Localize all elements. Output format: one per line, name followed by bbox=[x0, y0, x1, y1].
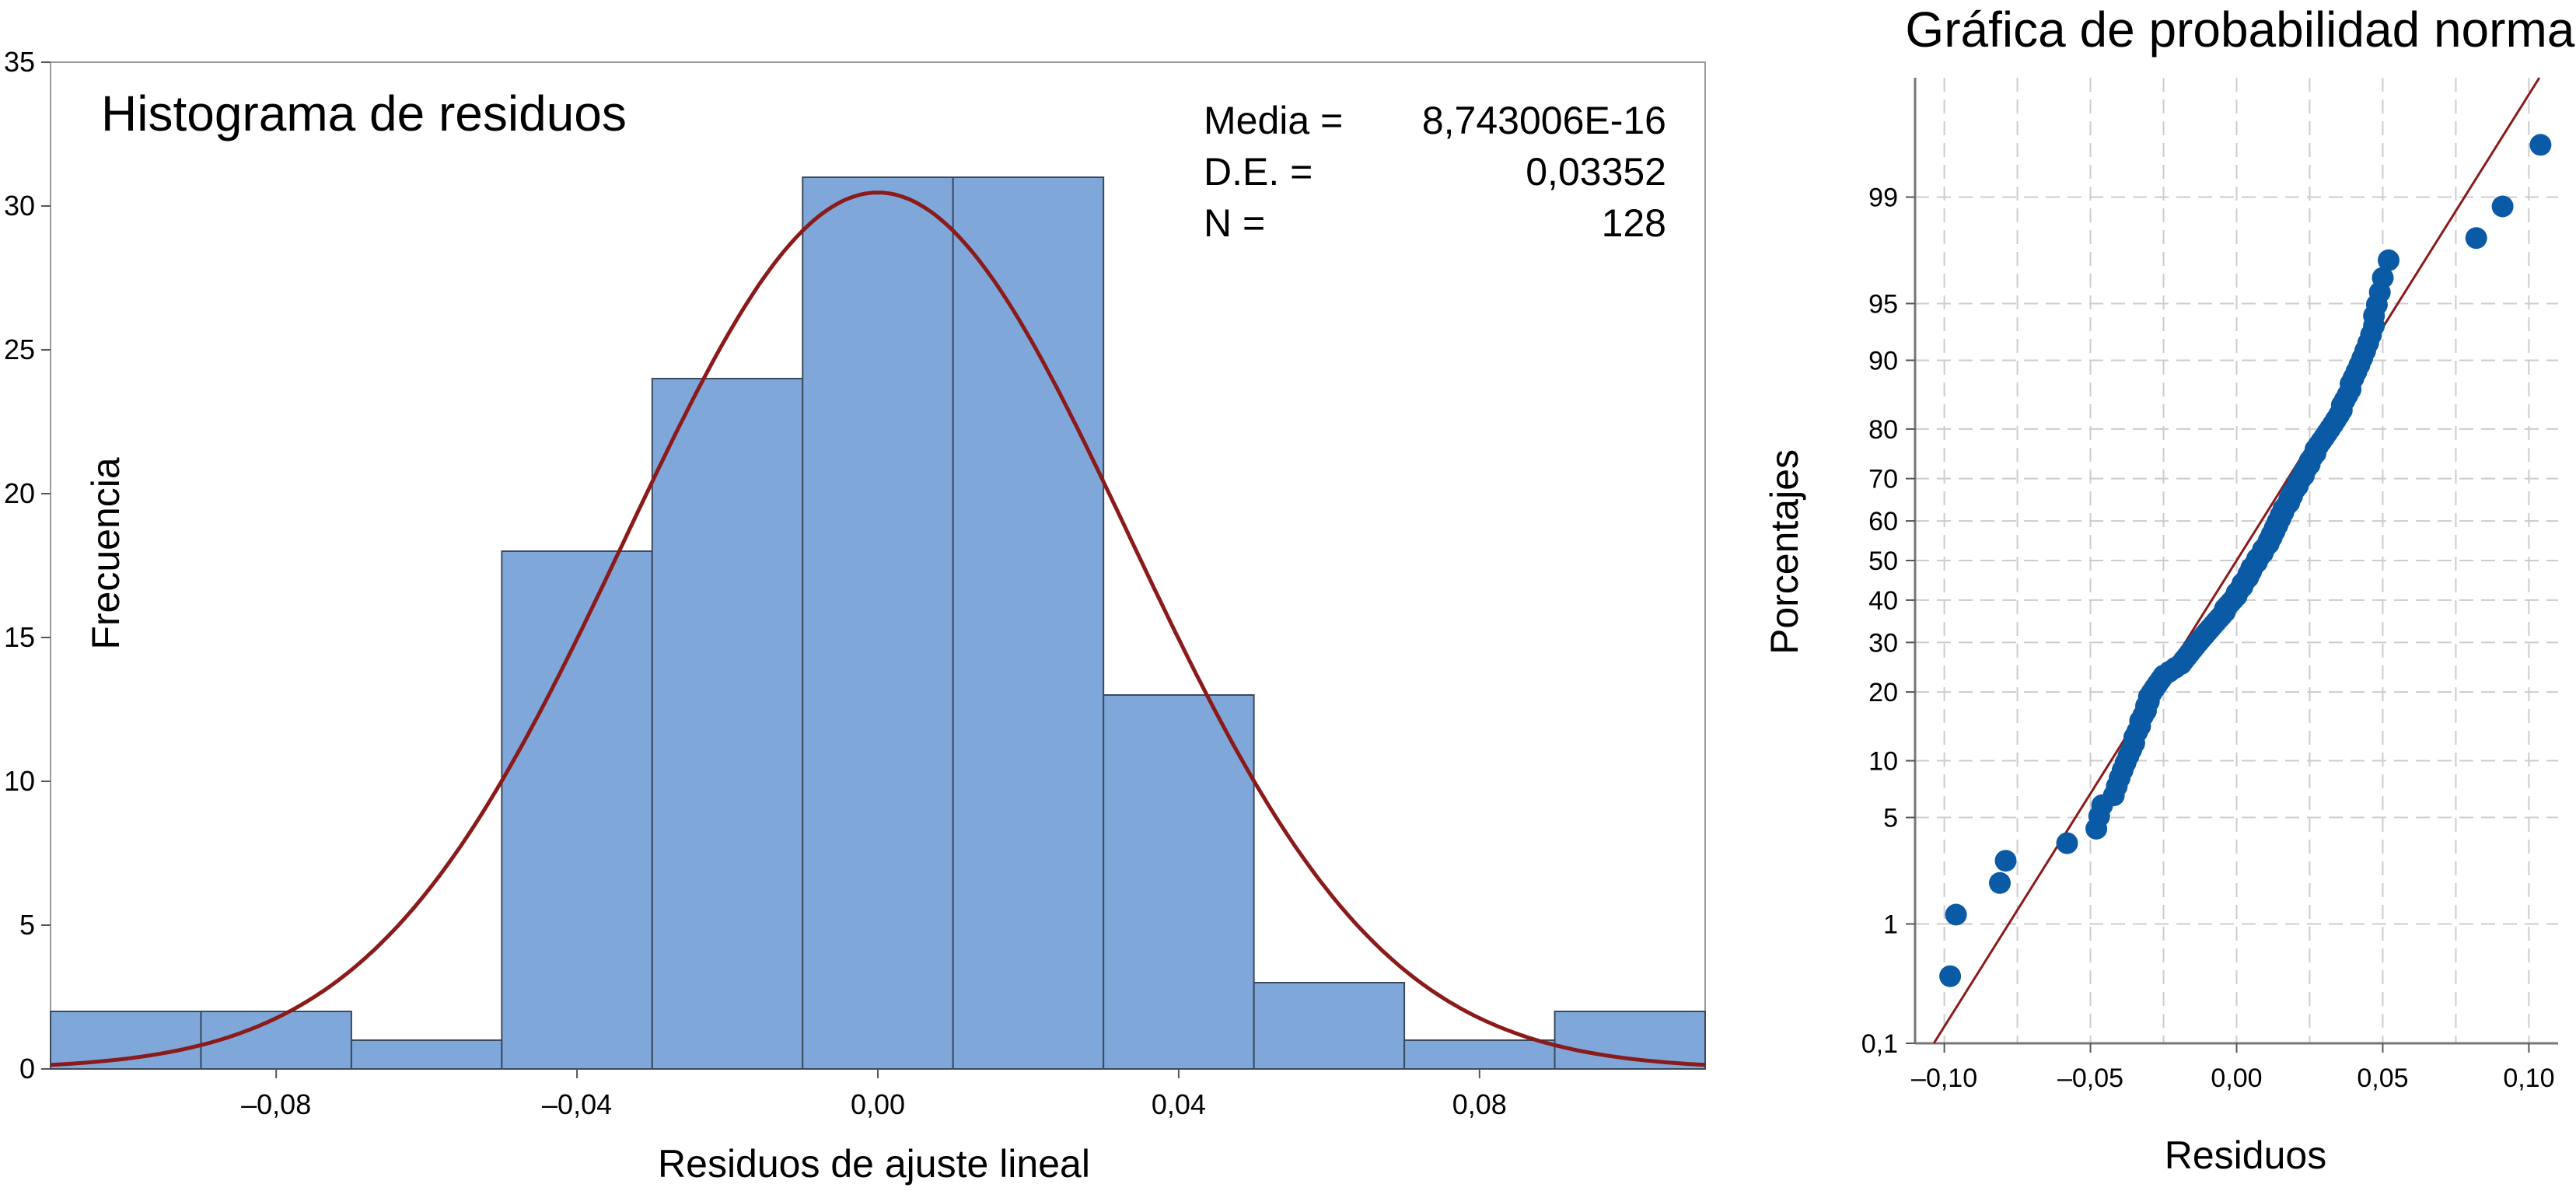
probability-x-axis-title: Residuos bbox=[2165, 1133, 2326, 1177]
probability-points bbox=[1939, 134, 2552, 987]
probability-y-tick-label-2: 5 bbox=[1883, 804, 1898, 833]
probability-y-tick-label-3: 10 bbox=[1868, 747, 1898, 777]
histogram-bar-2 bbox=[350, 1039, 503, 1070]
histogram-bar-5 bbox=[802, 176, 954, 1070]
histogram-bars bbox=[50, 176, 1706, 1070]
probability-point-0 bbox=[1939, 965, 1962, 987]
histogram-bar-3 bbox=[501, 550, 653, 1070]
probability-y-tick-label-8: 60 bbox=[1868, 507, 1898, 536]
histogram-x-tick-label-3: 0,04 bbox=[1152, 1088, 1206, 1120]
stat-media-value: 8,743006E-16 bbox=[1422, 99, 1666, 142]
normal-curve bbox=[50, 190, 1706, 1067]
probability-y-tick-label-9: 70 bbox=[1868, 465, 1898, 494]
stat-n-label: N = bbox=[1204, 201, 1265, 245]
histogram-y-tick-label-1: 5 bbox=[19, 909, 35, 941]
probability-y-tick-label-4: 20 bbox=[1868, 678, 1898, 707]
probability-x-tick-label-3: 0,05 bbox=[2357, 1064, 2408, 1093]
histogram-y-ticks: 0 5 10 15 20 25 30 35 bbox=[4, 46, 51, 1084]
reference-line bbox=[1932, 77, 2541, 1044]
histogram-bar-4 bbox=[651, 378, 804, 1070]
histogram-x-axis-title: Residuos de ajuste lineal bbox=[658, 1142, 1090, 1186]
histogram-bar-9 bbox=[1403, 1039, 1556, 1070]
histogram-y-axis-title: Frecuencia bbox=[84, 457, 128, 650]
histogram-x-tick-label-2: 0,00 bbox=[851, 1088, 905, 1120]
probability-y-tick-label-10: 80 bbox=[1868, 415, 1898, 445]
histogram-y-tick-label-7: 35 bbox=[4, 46, 35, 78]
probability-y-tick-label-13: 99 bbox=[1868, 183, 1898, 213]
stat-n-value: 128 bbox=[1602, 201, 1666, 245]
probability-y-tick-label-5: 30 bbox=[1868, 628, 1898, 658]
histogram-bar-8 bbox=[1253, 982, 1406, 1070]
probability-x-tick-label-0: –0,10 bbox=[1911, 1064, 1977, 1093]
probability-point-4 bbox=[2056, 832, 2078, 854]
probability-x-tick-label-2: 0,00 bbox=[2211, 1064, 2262, 1093]
probability-point-125 bbox=[2465, 227, 2487, 250]
histogram-x-tick-label-0: –0,08 bbox=[241, 1088, 311, 1120]
histogram-bar-6 bbox=[952, 176, 1105, 1070]
probability-y-axis-title: Porcentajes bbox=[1763, 449, 1806, 655]
histogram-y-tick-label-2: 10 bbox=[4, 765, 35, 797]
histogram-bar-7 bbox=[1103, 694, 1255, 1070]
probability-title: Gráfica de probabilidad normal bbox=[1905, 2, 2576, 58]
histogram-title: Histograma de residuos bbox=[101, 86, 627, 141]
histogram-chart: 0 5 10 15 20 25 30 35 –0,08 –0,04 0,00 0,04 0,08 Hi… bbox=[4, 46, 1706, 1186]
probability-point-1 bbox=[1945, 903, 1967, 926]
histogram-x-ticks: –0,08 –0,04 0,00 0,04 0,08 bbox=[241, 1069, 1507, 1120]
probability-point-3 bbox=[1994, 850, 2017, 872]
probability-point-2 bbox=[1989, 871, 2011, 894]
probability-y-tick-label-1: 1 bbox=[1883, 910, 1898, 939]
probability-point-126 bbox=[2491, 195, 2514, 218]
probability-point-124 bbox=[2378, 249, 2399, 271]
probability-x-ticks: –0,10 –0,05 0,00 0,05 0,10 bbox=[1911, 1043, 2555, 1093]
probability-y-ticks: 0,1 1 5 10 20 30 40 50 60 70 80 90 95 99 bbox=[1861, 183, 1915, 1059]
probability-point-127 bbox=[2529, 134, 2552, 156]
probability-y-tick-label-6: 40 bbox=[1868, 586, 1898, 616]
probability-x-tick-label-1: –0,05 bbox=[2057, 1064, 2123, 1093]
histogram-x-tick-label-1: –0,04 bbox=[542, 1088, 612, 1120]
probability-y-tick-label-12: 95 bbox=[1868, 289, 1898, 319]
histogram-y-tick-label-5: 25 bbox=[4, 334, 35, 365]
stat-de-value: 0,03352 bbox=[1526, 150, 1666, 194]
probability-plot-chart: 0,1 1 5 10 20 30 40 50 60 70 80 90 95 99 –0,10 –0,05 0,… bbox=[1763, 2, 2576, 1177]
histogram-y-tick-label-3: 15 bbox=[4, 621, 35, 653]
histogram-bar-1 bbox=[200, 1011, 352, 1070]
stat-media-label: Media = bbox=[1204, 99, 1343, 142]
stat-de-label: D.E. = bbox=[1204, 150, 1312, 194]
histogram-y-tick-label-4: 20 bbox=[4, 477, 35, 509]
probability-y-tick-label-11: 90 bbox=[1868, 346, 1898, 375]
probability-y-tick-label-7: 50 bbox=[1868, 547, 1898, 576]
histogram-y-tick-label-0: 0 bbox=[19, 1053, 35, 1084]
histogram-x-tick-label-4: 0,08 bbox=[1452, 1088, 1507, 1120]
probability-x-tick-label-4: 0,10 bbox=[2503, 1064, 2554, 1093]
histogram-y-tick-label-6: 30 bbox=[4, 190, 35, 222]
probability-point-123 bbox=[2372, 267, 2394, 289]
probability-y-tick-label-0: 0,1 bbox=[1861, 1029, 1898, 1059]
